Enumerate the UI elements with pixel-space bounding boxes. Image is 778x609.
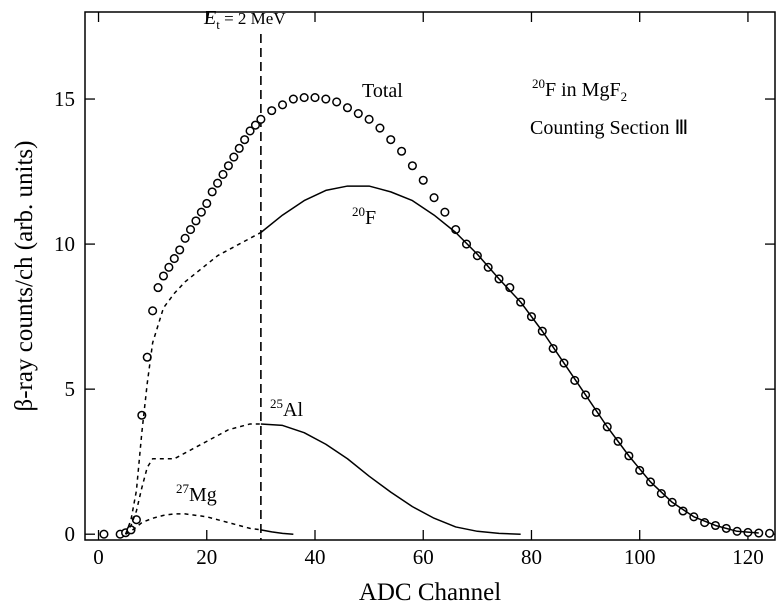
data-point [202,198,212,209]
data-point [418,175,428,185]
label-part: Mg [189,484,217,506]
x-tick-label: 80 [521,545,542,569]
label-part: t [216,17,220,32]
data-point [207,187,217,197]
label-part: F in MgF [545,79,621,101]
x-axis-label: ADC Channel [359,579,501,606]
curve [260,529,294,535]
x-tick-label: 100 [624,545,656,569]
data-point [407,161,417,171]
data-point [288,94,298,104]
label-part: = 2 MeV [220,9,286,28]
x-tick-label: 120 [732,545,764,569]
annotation: Total [362,80,403,102]
annotation: 27Mg [176,481,217,506]
data-point [164,262,174,272]
data-point [656,489,666,499]
data-point [332,97,342,107]
label-part: 20 [532,76,545,91]
data-point [256,114,266,124]
data-point [321,94,331,104]
annotation: 20F [352,204,376,229]
data-point [440,207,450,217]
data-point [191,216,201,226]
data-point [277,100,288,110]
data-point [153,283,163,293]
data-point [353,108,363,119]
label-part: 20 [352,204,365,219]
x-tick-label: 60 [413,545,434,569]
data-point [267,106,277,116]
data-point [196,207,206,217]
data-point [185,225,196,235]
label-part: Al [283,399,303,421]
curve [260,423,521,535]
label-part: E [203,7,216,29]
y-tick-label: 5 [65,377,76,401]
data-point [386,135,396,145]
curve [125,513,261,535]
annotation: Counting Section Ⅲ [530,117,688,139]
label-part: 27 [176,481,190,496]
data-point [180,233,190,243]
curve [260,185,759,534]
data-point [223,161,233,171]
x-tick-label: 20 [196,545,217,569]
curve [124,231,262,535]
annotation: 25Al [270,396,303,421]
data-point [250,120,261,130]
annotation: 20F in MgF2 [532,76,627,104]
data-point [245,126,255,136]
data-point [765,528,775,538]
y-axis-label: β-ray counts/ch (arb. units) [11,141,38,412]
data-point [213,178,223,188]
data-point [472,251,482,261]
data-point [229,152,239,162]
data-point [158,271,169,281]
data-point [342,103,353,113]
data-point [310,93,320,103]
threshold-label: Et = 2 MeV [203,7,286,32]
y-tick-label: 0 [65,522,76,546]
curve [124,423,261,535]
data-point [234,143,244,153]
x-tick-label: 0 [93,545,104,569]
x-tick-label: 40 [305,545,326,569]
data-point [429,193,439,203]
data-point [169,254,179,264]
label-part: F [365,207,376,229]
data-point [99,529,109,539]
label-part: 2 [621,89,628,104]
data-point [364,114,374,124]
y-tick-label: 10 [54,232,75,256]
data-point [375,123,385,133]
data-point [218,169,228,180]
data-point [240,135,250,145]
label-part: 25 [270,396,283,411]
data-point [175,245,185,255]
y-tick-label: 15 [54,87,75,111]
data-point [299,93,309,103]
data-point [397,146,407,156]
data-point [148,306,158,316]
plot-frame [84,11,776,541]
